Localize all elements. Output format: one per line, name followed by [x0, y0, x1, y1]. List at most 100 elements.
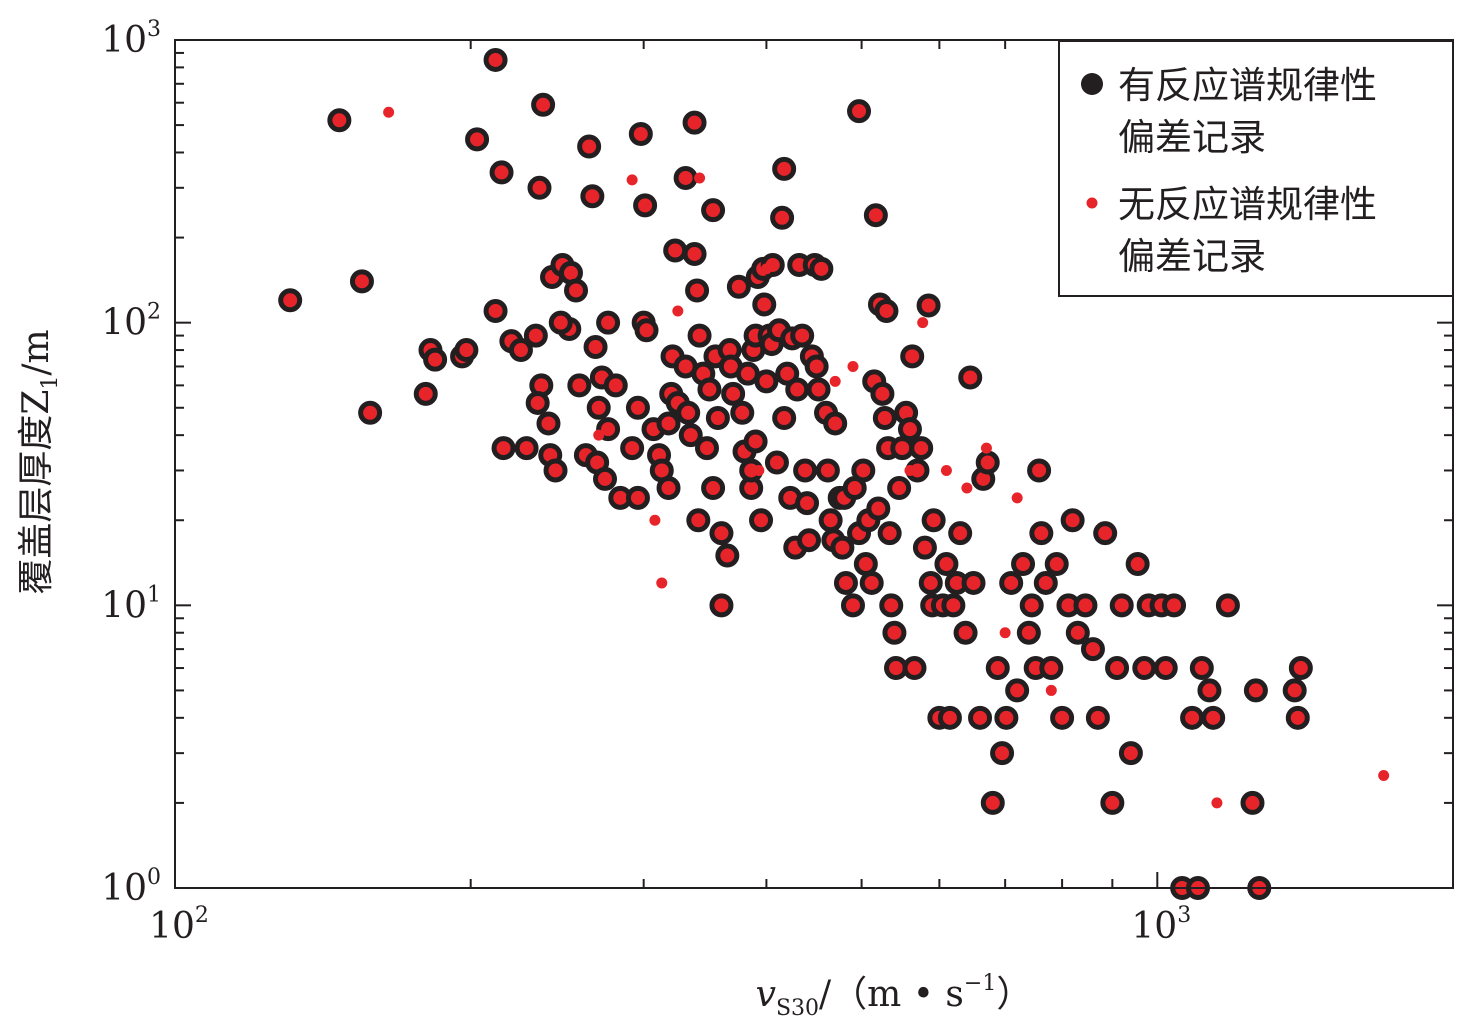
scatter-point-with — [489, 160, 514, 185]
scatter-point-with — [818, 508, 843, 533]
scatter-point-with — [916, 293, 941, 318]
scatter-point-with — [548, 310, 573, 335]
scatter-point-with — [413, 381, 438, 406]
scatter-point-with — [958, 365, 983, 390]
scatter-point-with — [847, 99, 872, 124]
scatter-point-with — [853, 552, 878, 577]
scatter-point-with — [1039, 656, 1064, 681]
x-label-sub: S30 — [776, 996, 819, 1021]
scatter-point-with — [804, 354, 829, 379]
scatter-point-without — [656, 577, 668, 589]
scatter-point-with — [1044, 552, 1069, 577]
scatter-point-with — [772, 405, 797, 430]
scatter-point-with — [567, 373, 592, 398]
scatter-point-with — [527, 175, 552, 200]
scatter-point-with — [877, 521, 902, 546]
scatter-point-with — [423, 347, 448, 372]
scatter-point-with — [1162, 593, 1187, 618]
scatter-point-with — [785, 377, 810, 402]
scatter-point-with — [583, 335, 608, 360]
scatter-point-with — [999, 570, 1024, 595]
scatter-point-with — [961, 570, 986, 595]
scatter-point-with — [934, 552, 959, 577]
scatter-point-without — [999, 627, 1011, 639]
x-axis-label: vS30/（m • s−1） — [756, 971, 1033, 1021]
scatter-point-with — [948, 521, 973, 546]
scatter-point-with — [770, 205, 795, 230]
scatter-point-without — [593, 429, 605, 441]
scatter-point-with — [866, 496, 891, 521]
scatter-point-with — [833, 570, 858, 595]
scatter-point-with — [525, 390, 550, 415]
scatter-point-with — [1093, 521, 1118, 546]
scatter-point-with — [912, 535, 937, 560]
scatter-point-with — [709, 521, 734, 546]
scatter-point-with — [1065, 620, 1090, 645]
scatter-point-with — [1100, 790, 1125, 815]
scatter-point-with — [715, 543, 740, 568]
scatter-point-with — [975, 450, 1000, 475]
scatter-point-with — [491, 436, 516, 461]
scatter-point-with — [1109, 593, 1134, 618]
x-label-unit-close: ） — [996, 974, 1032, 1015]
x-tick-label: 102 — [149, 903, 209, 947]
scatter-point-with — [890, 436, 915, 461]
scatter-point-without — [917, 317, 929, 329]
scatter-point-with — [676, 400, 701, 425]
scatter-point-with — [678, 423, 703, 448]
scatter-point-with — [1153, 656, 1178, 681]
legend-marker-without — [1086, 197, 1098, 209]
scatter-point-without — [1011, 492, 1023, 504]
axis-tick-labels: 102 103 100 101 102 103 — [101, 17, 1191, 947]
scatter-point-with — [625, 485, 650, 510]
scatter-point-with — [796, 528, 821, 553]
scatter-point-with — [620, 436, 645, 461]
legend-marker-with — [1081, 73, 1103, 95]
y-label-text: 覆盖层厚度Z — [16, 390, 57, 595]
scatter-point-with — [870, 381, 895, 406]
scatter-point-without — [753, 464, 765, 476]
scatter-point-with — [697, 377, 722, 402]
scatter-point-with — [887, 476, 912, 501]
scatter-point-with — [1019, 593, 1044, 618]
scatter-point-with — [1005, 678, 1030, 703]
scatter-point-without — [760, 263, 772, 275]
legend-label-with-line2: 偏差记录 — [1118, 116, 1266, 159]
scatter-point-with — [1285, 705, 1310, 730]
scatter-point-with — [937, 705, 962, 730]
scatter-point-with — [633, 193, 658, 218]
scatter-point-with — [465, 127, 490, 152]
scatter-point-with — [701, 198, 726, 223]
scatter-point-with — [994, 705, 1019, 730]
scatter-point-with — [358, 400, 383, 425]
scatter-point-with — [1132, 656, 1157, 681]
scatter-point-with — [1215, 593, 1240, 618]
scatter-point-with — [663, 238, 688, 263]
scatter-point-without — [383, 106, 395, 118]
scatter-point-with — [685, 278, 710, 303]
scatter-point-with — [682, 241, 707, 266]
scatter-point-with — [897, 417, 922, 442]
scatter-point-with — [1050, 705, 1075, 730]
scatter-point-with — [980, 790, 1005, 815]
scatter-point-with — [726, 274, 751, 299]
scatter-point-with — [902, 656, 927, 681]
scatter-point-with — [1016, 620, 1041, 645]
scatter-point-without — [672, 305, 684, 317]
scatter-point-with — [523, 323, 548, 348]
scatter-point-with — [882, 620, 907, 645]
scatter-point-with — [909, 436, 934, 461]
scatter-point-with — [536, 411, 561, 436]
scatter-point-with — [743, 429, 768, 454]
scatter-point-with — [1011, 552, 1036, 577]
scatter-point-with — [628, 121, 653, 146]
scatter-point-with — [564, 278, 589, 303]
scatter-point-with — [694, 436, 719, 461]
scatter-point-with — [985, 656, 1010, 681]
scatter-point-without — [961, 482, 973, 494]
scatter-point-without — [940, 464, 952, 476]
scatter-point-with — [593, 466, 618, 491]
scatter-point-without — [1045, 684, 1057, 696]
scatter-point-with — [483, 47, 508, 72]
scatter-point-with — [625, 395, 650, 420]
